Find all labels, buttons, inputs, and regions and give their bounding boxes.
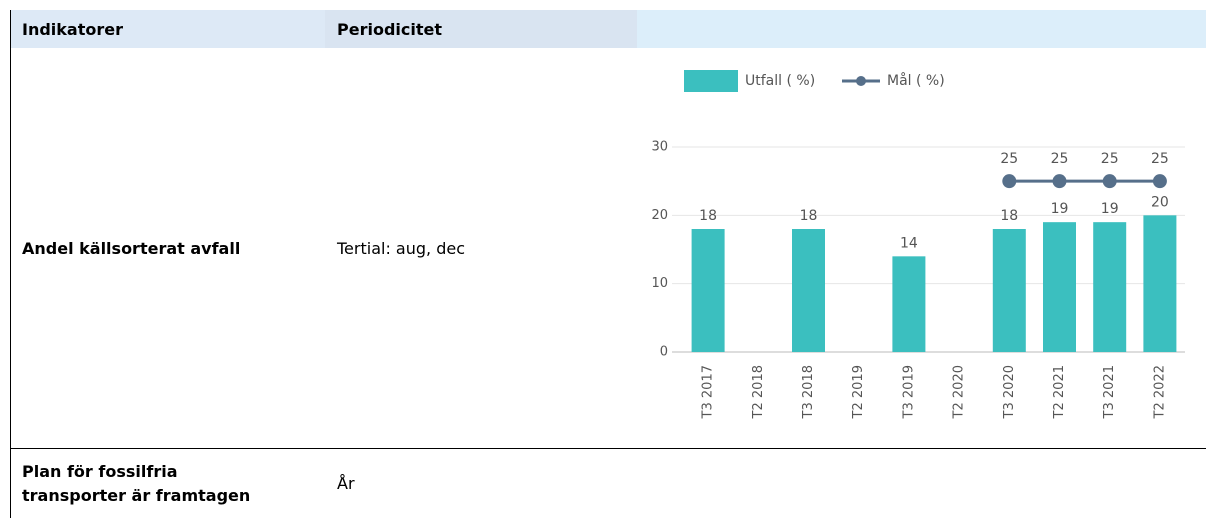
legend-swatch	[684, 70, 738, 92]
legend-marker	[856, 76, 866, 86]
cell: År	[337, 474, 355, 493]
goal-point	[1102, 174, 1117, 189]
header-cell	[637, 10, 1206, 48]
legend-label: Utfall ( %)	[745, 73, 815, 89]
y-tick-label: 0	[660, 345, 668, 360]
bar	[892, 256, 926, 352]
bar	[691, 229, 725, 352]
x-tick-label: T3 2021	[1102, 365, 1117, 419]
x-tick-label: T2 2019	[851, 365, 866, 419]
value-label: 19	[1051, 201, 1069, 217]
border	[10, 448, 1206, 449]
value-label: 25	[1000, 151, 1018, 167]
bar	[992, 229, 1026, 352]
y-tick-label: 30	[651, 140, 668, 155]
x-tick-label: T2 2022	[1152, 365, 1167, 419]
cell: Tertial: aug, dec	[337, 238, 465, 258]
value-label: 18	[699, 208, 717, 224]
y-tick-label: 10	[651, 276, 668, 291]
legend-label: Mål ( %)	[887, 72, 945, 89]
header-cell: Periodicitet	[325, 10, 637, 48]
x-tick-label: T3 2018	[801, 365, 816, 419]
x-tick-label: T2 2020	[952, 365, 967, 419]
x-tick-label: T3 2019	[901, 365, 916, 419]
value-label: 20	[1151, 194, 1169, 210]
x-tick-label: T3 2017	[701, 365, 716, 419]
border	[10, 10, 11, 518]
value-label: 25	[1051, 151, 1069, 167]
value-label: 25	[1151, 151, 1169, 167]
goal-point	[1002, 174, 1017, 189]
bar	[1143, 215, 1177, 352]
x-tick-label: T2 2021	[1052, 365, 1067, 419]
bar	[1043, 222, 1076, 352]
value-label: 18	[1000, 208, 1018, 224]
header-cell: Indikatorer	[10, 10, 325, 48]
bar	[792, 229, 825, 352]
cell: Plan för fossilfria transporter är framt…	[22, 461, 251, 505]
x-tick-label: T2 2018	[751, 365, 766, 419]
value-label: 25	[1101, 151, 1119, 167]
cell: Andel källsorterat avfall	[22, 238, 241, 258]
bar	[1093, 222, 1127, 352]
goal-point	[1152, 174, 1167, 189]
y-tick-label: 20	[651, 208, 668, 223]
value-label: 14	[900, 235, 918, 251]
x-tick-label: T3 2020	[1002, 365, 1017, 419]
value-label: 19	[1101, 201, 1119, 217]
value-label: 18	[800, 208, 818, 224]
goal-point	[1052, 174, 1067, 189]
